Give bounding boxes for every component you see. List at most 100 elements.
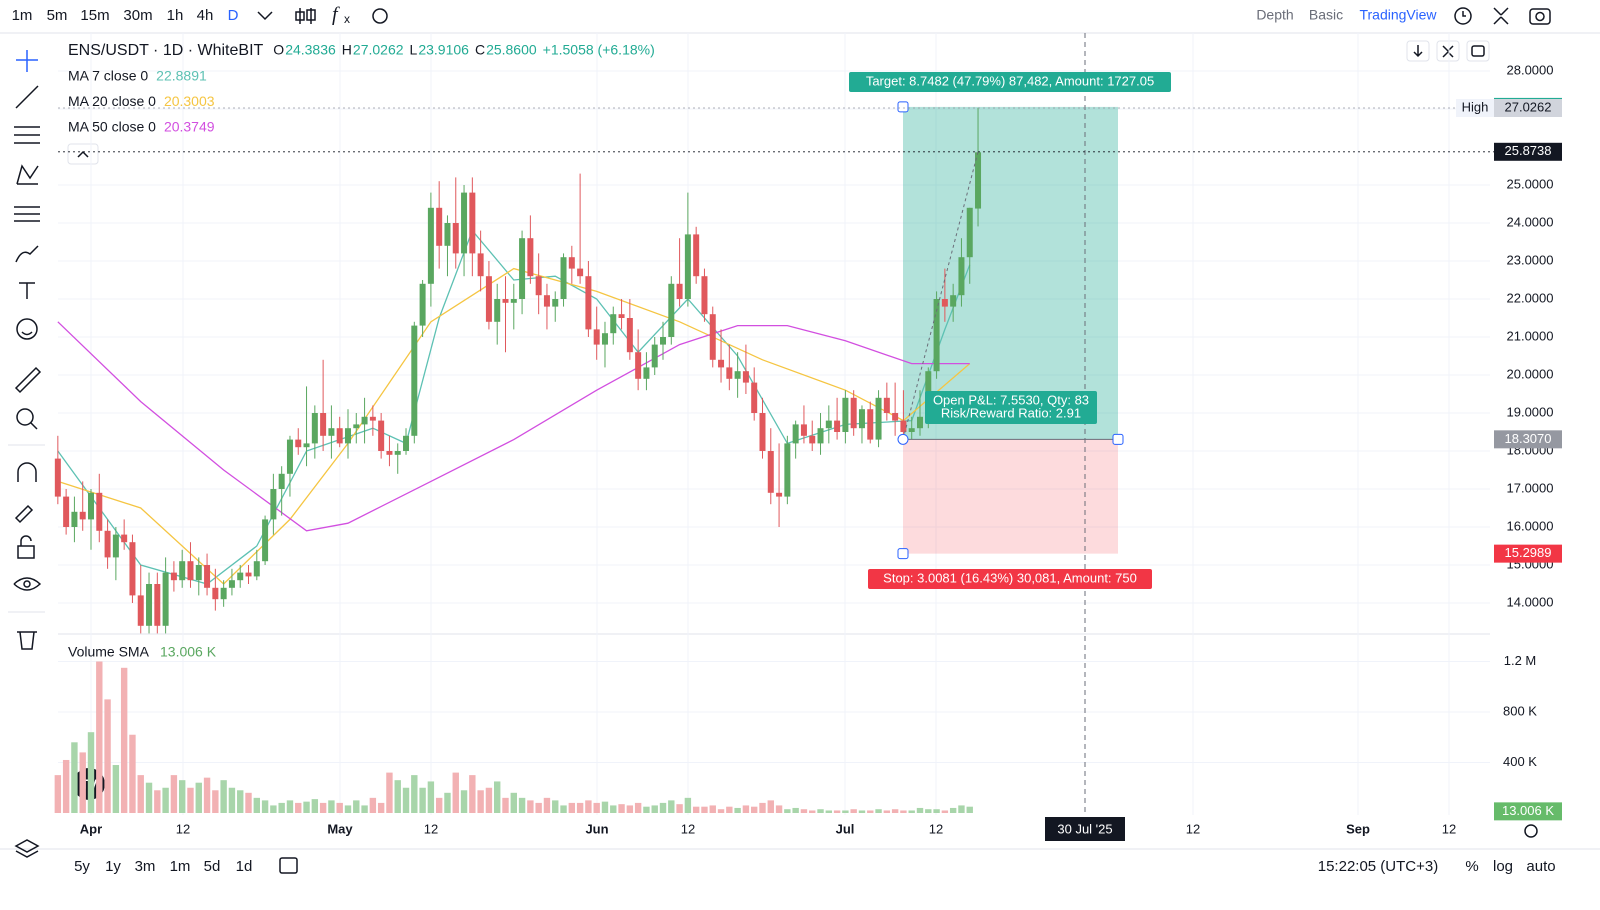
- volume-bar: [883, 810, 891, 813]
- view-button[interactable]: Depth: [1256, 7, 1293, 23]
- price-tag: [1494, 99, 1562, 118]
- candle-body: [427, 207, 434, 284]
- candle-body: [187, 561, 194, 581]
- volume-bar: [303, 801, 310, 813]
- settings-icon[interactable]: [1524, 824, 1538, 838]
- volume-bar: [933, 809, 940, 813]
- volume-bar: [800, 809, 808, 813]
- candle-body: [643, 367, 650, 379]
- volume-bar: [452, 772, 459, 813]
- volume-bar: [328, 800, 335, 813]
- ma-legend-name: MA 7 close 0: [68, 68, 148, 84]
- volume-bar: [958, 805, 965, 813]
- candle-body: [917, 416, 923, 429]
- ma-legend-name: MA 50 close 0: [68, 119, 156, 135]
- timeframe-button[interactable]: 15m: [80, 7, 109, 24]
- candle-body: [958, 257, 965, 296]
- range-button[interactable]: 1d: [236, 858, 253, 875]
- handle[interactable]: [897, 548, 909, 560]
- range-button[interactable]: 5d: [204, 858, 221, 875]
- candle-body: [96, 492, 103, 531]
- volume-bar: [361, 805, 368, 813]
- candle-body: [386, 451, 393, 455]
- pnl-label: Risk/Reward Ratio: 2.91: [941, 405, 1081, 420]
- range-button[interactable]: 1m: [170, 858, 191, 875]
- handle[interactable]: [897, 433, 909, 445]
- candle-body: [485, 276, 492, 322]
- volume-bar: [610, 805, 617, 813]
- ohlc-key: H: [342, 42, 352, 58]
- handle[interactable]: [1112, 433, 1124, 445]
- timeframe-button[interactable]: 30m: [123, 7, 152, 24]
- timeframe-button[interactable]: 5m: [47, 7, 68, 24]
- candle-body: [610, 314, 617, 334]
- volume-bar: [684, 797, 692, 813]
- candle-body: [494, 299, 501, 322]
- volume-bar: [112, 765, 120, 813]
- range-button[interactable]: 5y: [74, 858, 90, 875]
- candle-body: [585, 276, 592, 330]
- candle-body: [519, 238, 526, 299]
- date-range-icon[interactable]: [279, 857, 298, 874]
- volume-bar: [170, 775, 178, 813]
- volume-bar: [87, 732, 95, 813]
- timeframe-button[interactable]: 1m: [12, 7, 33, 24]
- candle-body: [784, 443, 791, 497]
- candle-body: [858, 409, 865, 429]
- candle-body: [875, 397, 882, 440]
- candle-body: [701, 276, 708, 315]
- target-zone: [903, 106, 1118, 440]
- y-tick-label: 20.0000: [1507, 366, 1554, 381]
- y-tick-label: 23.0000: [1507, 252, 1554, 267]
- range-button[interactable]: 1y: [105, 858, 121, 875]
- drawing-tools[interactable]: [8, 50, 45, 858]
- volume-bar: [543, 797, 551, 813]
- candle-body: [742, 371, 749, 383]
- candle-body: [626, 318, 633, 353]
- view-button[interactable]: Basic: [1309, 7, 1343, 23]
- scale-option[interactable]: auto: [1526, 858, 1555, 875]
- clock: 15:22:05 (UTC+3): [1318, 858, 1438, 875]
- view-button[interactable]: TradingView: [1359, 7, 1437, 23]
- y-tick-label: 25.0000: [1507, 176, 1554, 191]
- volume-bar: [858, 810, 866, 813]
- scale-option[interactable]: log: [1493, 858, 1513, 875]
- timeframe-button[interactable]: D: [228, 7, 239, 24]
- volume-bar: [220, 780, 227, 813]
- candle-body: [568, 257, 575, 269]
- volume-bar: [817, 809, 824, 813]
- timeframe-button[interactable]: 4h: [197, 7, 214, 24]
- candle-body: [759, 413, 766, 451]
- toolbar-icons[interactable]: f x: [257, 4, 1551, 27]
- volume-bar: [187, 787, 194, 813]
- svg-text:x: x: [344, 12, 350, 26]
- x-tick-label: 12: [424, 821, 438, 836]
- volume-bar: [469, 775, 476, 813]
- y-tick-label: 24.0000: [1507, 214, 1554, 229]
- candle-body: [975, 152, 982, 209]
- scale-option[interactable]: %: [1465, 858, 1478, 875]
- volume-bar: [809, 810, 816, 813]
- candle-body: [195, 565, 202, 581]
- volume-bar: [162, 787, 169, 813]
- volume-bar: [54, 775, 62, 813]
- volume-bar: [717, 809, 725, 813]
- ohlc-value: 23.9106: [418, 42, 469, 58]
- candle-body: [950, 295, 957, 307]
- ma-line: [57, 321, 970, 532]
- candle-body: [394, 451, 401, 455]
- volume-bar: [668, 800, 675, 813]
- price-tag: [1494, 430, 1562, 449]
- candle-body: [817, 428, 824, 444]
- pane-buttons[interactable]: [1406, 40, 1490, 62]
- volume-bar: [427, 781, 435, 813]
- handle[interactable]: [897, 101, 909, 113]
- ma-legend-value: 20.3003: [164, 93, 215, 109]
- volume-tick-label: 1.2 M: [1504, 653, 1537, 668]
- candle-body: [825, 420, 832, 429]
- collapse-button[interactable]: [67, 143, 99, 165]
- range-button[interactable]: 3m: [135, 858, 156, 875]
- volume-bar: [228, 787, 236, 813]
- timeframe-button[interactable]: 1h: [167, 7, 184, 24]
- y-tick-label: 28.0000: [1507, 62, 1554, 77]
